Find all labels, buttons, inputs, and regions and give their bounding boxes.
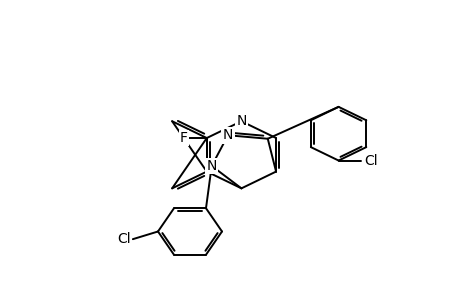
Text: N: N — [222, 128, 233, 142]
Text: N: N — [206, 159, 216, 173]
Text: N: N — [236, 114, 246, 128]
Text: F: F — [179, 131, 188, 145]
Text: Cl: Cl — [363, 154, 376, 167]
Text: Cl: Cl — [117, 232, 130, 246]
